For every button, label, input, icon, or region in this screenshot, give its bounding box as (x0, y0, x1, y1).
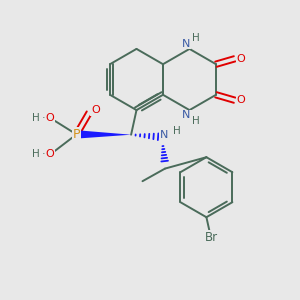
Text: P: P (73, 128, 80, 141)
Text: H: H (32, 149, 39, 159)
Text: N: N (160, 130, 168, 140)
Text: O: O (45, 149, 54, 159)
Text: H: H (32, 113, 39, 123)
Text: O: O (45, 113, 54, 123)
Text: O: O (237, 54, 246, 64)
Text: H: H (173, 125, 181, 136)
Text: N: N (182, 38, 190, 49)
Text: O: O (237, 95, 246, 105)
Text: N: N (182, 110, 191, 121)
Text: ·: · (42, 113, 45, 123)
Text: Br: Br (205, 231, 218, 244)
Text: H: H (192, 33, 200, 43)
Polygon shape (76, 130, 131, 139)
Text: O: O (91, 105, 100, 115)
Text: ·: · (42, 149, 45, 159)
Text: H: H (192, 116, 200, 126)
